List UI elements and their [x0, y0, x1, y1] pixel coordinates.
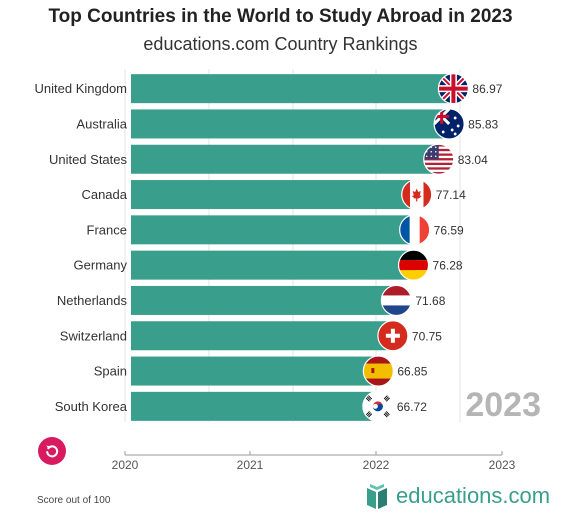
switzerland-flag-icon [377, 320, 409, 352]
uk-flag-icon [437, 73, 469, 105]
timeline-tick-label[interactable]: 2021 [237, 458, 264, 472]
bar [131, 250, 416, 280]
bar [131, 144, 441, 174]
replay-button[interactable] [38, 437, 66, 465]
category-label: Australia [76, 116, 127, 131]
bar [131, 391, 380, 421]
value-label: 71.68 [415, 294, 445, 308]
category-label: United States [49, 152, 128, 167]
category-label: Switzerland [60, 328, 127, 343]
timeline-tick-label[interactable]: 2022 [363, 458, 390, 472]
year-label: 2023 [465, 386, 541, 424]
spain-flag-icon [362, 355, 394, 387]
logo-text: educations.com [396, 483, 551, 508]
category-label: France [87, 222, 127, 237]
bar [131, 109, 452, 139]
value-label: 83.04 [458, 153, 488, 167]
france-flag-icon [399, 214, 431, 246]
category-label: Spain [94, 364, 127, 379]
chart-subtitle: educations.com Country Rankings [143, 34, 418, 54]
timeline-tick-label[interactable]: 2020 [112, 458, 139, 472]
bar [131, 321, 395, 351]
australia-flag-icon [433, 108, 465, 140]
category-label: Canada [81, 187, 127, 202]
category-label: Netherlands [57, 293, 128, 308]
canada-flag-icon [401, 178, 433, 211]
chart-title: Top Countries in the World to Study Abro… [48, 6, 513, 27]
south-korea-flag-icon [362, 390, 394, 422]
replay-icon [46, 445, 59, 458]
value-label: 70.75 [412, 329, 442, 343]
footnote: Score out of 100 [37, 495, 111, 506]
category-label: United Kingdom [35, 81, 128, 96]
netherlands-flag-icon [380, 284, 412, 317]
us-flag-icon [423, 143, 455, 175]
value-label: 76.59 [434, 223, 464, 237]
timeline-tick-label[interactable]: 2023 [489, 458, 516, 472]
value-label: 85.83 [468, 117, 498, 131]
value-label: 66.72 [397, 400, 427, 414]
category-label: South Korea [55, 399, 128, 414]
book-logo-icon [367, 484, 387, 509]
value-label: 76.28 [433, 259, 463, 273]
educations-logo: educations.com [366, 482, 550, 510]
bar [131, 356, 381, 386]
bar [131, 215, 417, 245]
value-label: 86.97 [472, 82, 502, 96]
value-label: 66.85 [397, 365, 427, 379]
category-label: Germany [74, 258, 128, 273]
bar [131, 180, 419, 210]
bar [131, 285, 399, 315]
value-label: 77.14 [436, 188, 466, 202]
germany-flag-icon [397, 249, 430, 281]
bar [131, 74, 456, 104]
